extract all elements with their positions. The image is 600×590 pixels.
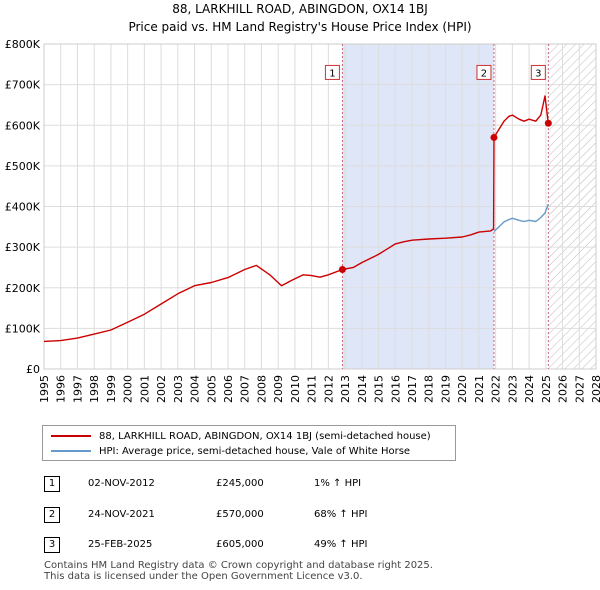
transaction-hpi-change: 1% ↑ HPI	[314, 478, 362, 489]
legend-label-hpi: HPI: Average price, semi-detached house,…	[99, 446, 411, 457]
y-tick-label: £500K	[5, 160, 41, 173]
legend-swatch-property	[51, 435, 91, 437]
sale-marker-label-box	[324, 64, 340, 80]
x-tick-label: 2002	[155, 375, 168, 403]
transaction-row: 2 24-NOV-2021 £570,000 68% ↑ HPI	[44, 507, 464, 527]
footer-attribution: Contains HM Land Registry data © Crown c…	[44, 560, 433, 582]
transaction-number: 2	[44, 507, 60, 523]
x-tick-label: 2023	[506, 375, 519, 403]
sale-marker-label-box	[530, 64, 546, 80]
x-tick-label: 1996	[55, 375, 68, 403]
chart-subtitle: Price paid vs. HM Land Registry's House …	[128, 20, 472, 34]
transaction-hpi-change: 49% ↑ HPI	[314, 539, 368, 550]
x-tick-label: 2026	[557, 375, 570, 403]
chart-title: 88, LARKHILL ROAD, ABINGDON, OX14 1BJ	[172, 2, 428, 16]
x-tick-label: 2013	[339, 375, 352, 403]
y-tick-label: £300K	[5, 241, 41, 254]
x-tick-label: 2010	[289, 375, 302, 403]
transaction-hpi-change: 68% ↑ HPI	[314, 509, 368, 520]
y-tick-label: £700K	[5, 79, 41, 92]
transaction-number: 3	[44, 537, 60, 553]
legend-label-property: 88, LARKHILL ROAD, ABINGDON, OX14 1BJ (s…	[99, 431, 431, 442]
x-tick-label: 2020	[456, 375, 469, 403]
transaction-price: £245,000	[216, 478, 264, 489]
x-tick-label: 1997	[71, 375, 84, 403]
x-tick-label: 2022	[490, 375, 503, 403]
x-tick-label: 2016	[389, 375, 402, 403]
legend-swatch-hpi	[51, 450, 91, 452]
x-tick-label: 1995	[38, 375, 51, 403]
sale-marker-dot	[544, 119, 552, 127]
y-tick-label: £0	[26, 363, 40, 376]
x-tick-label: 2025	[540, 375, 553, 403]
sale-marker-label-box	[476, 64, 492, 80]
x-tick-label: 2000	[122, 375, 135, 403]
transaction-number: 1	[44, 476, 60, 492]
transaction-date: 25-FEB-2025	[88, 539, 153, 550]
transaction-price: £605,000	[216, 539, 264, 550]
transaction-date: 24-NOV-2021	[88, 509, 155, 520]
x-tick-label: 2012	[322, 375, 335, 403]
footer-line-1: Contains HM Land Registry data © Crown c…	[44, 560, 433, 571]
y-tick-label: £600K	[5, 119, 41, 132]
legend-item-hpi: HPI: Average price, semi-detached house,…	[51, 446, 410, 457]
x-tick-label: 2008	[255, 375, 268, 403]
sale-marker-dot	[490, 133, 498, 141]
x-tick-label: 2018	[423, 375, 436, 403]
x-tick-label: 2009	[272, 375, 285, 403]
y-tick-label: £400K	[5, 201, 41, 214]
x-tick-label: 2001	[138, 375, 151, 403]
x-tick-label: 2011	[306, 375, 319, 403]
x-tick-label: 2015	[373, 375, 386, 403]
transaction-row: 1 02-NOV-2012 £245,000 1% ↑ HPI	[44, 476, 464, 496]
x-tick-label: 2003	[172, 375, 185, 403]
sale-marker-dot	[338, 265, 346, 273]
x-tick-label: 1998	[88, 375, 101, 403]
x-tick-label: 2004	[189, 375, 202, 403]
transaction-date: 02-NOV-2012	[88, 478, 155, 489]
sale-marker-label: 3	[535, 68, 541, 79]
y-tick-label: £200K	[5, 282, 41, 295]
x-tick-label: 2007	[239, 375, 252, 403]
transaction-price: £570,000	[216, 509, 264, 520]
x-tick-label: 2021	[473, 375, 486, 403]
x-tick-label: 2017	[406, 375, 419, 403]
x-tick-label: 2014	[356, 375, 369, 403]
plot-frame	[43, 43, 597, 370]
sale-marker-label: 2	[481, 68, 487, 79]
x-tick-label: 2027	[573, 375, 586, 403]
x-tick-label: 2019	[439, 375, 452, 403]
legend-item-property: 88, LARKHILL ROAD, ABINGDON, OX14 1BJ (s…	[51, 431, 431, 442]
y-tick-label: £800K	[5, 38, 41, 51]
sale-marker-label: 1	[329, 68, 335, 79]
footer-line-2: This data is licensed under the Open Gov…	[44, 571, 363, 582]
x-tick-label: 1999	[105, 375, 118, 403]
x-tick-label: 2028	[590, 375, 600, 403]
y-tick-label: £100K	[5, 322, 41, 335]
x-tick-label: 2006	[222, 375, 235, 403]
legend: 88, LARKHILL ROAD, ABINGDON, OX14 1BJ (s…	[42, 425, 456, 461]
x-tick-label: 2024	[523, 375, 536, 403]
x-tick-label: 2005	[205, 375, 218, 403]
hpi-line	[493, 203, 549, 232]
transaction-row: 3 25-FEB-2025 £605,000 49% ↑ HPI	[44, 537, 464, 557]
property-price-line	[43, 95, 549, 343]
price-chart: £0 £100K £200K £300K £400K £500K £600K £700K £80…	[5, 38, 600, 403]
